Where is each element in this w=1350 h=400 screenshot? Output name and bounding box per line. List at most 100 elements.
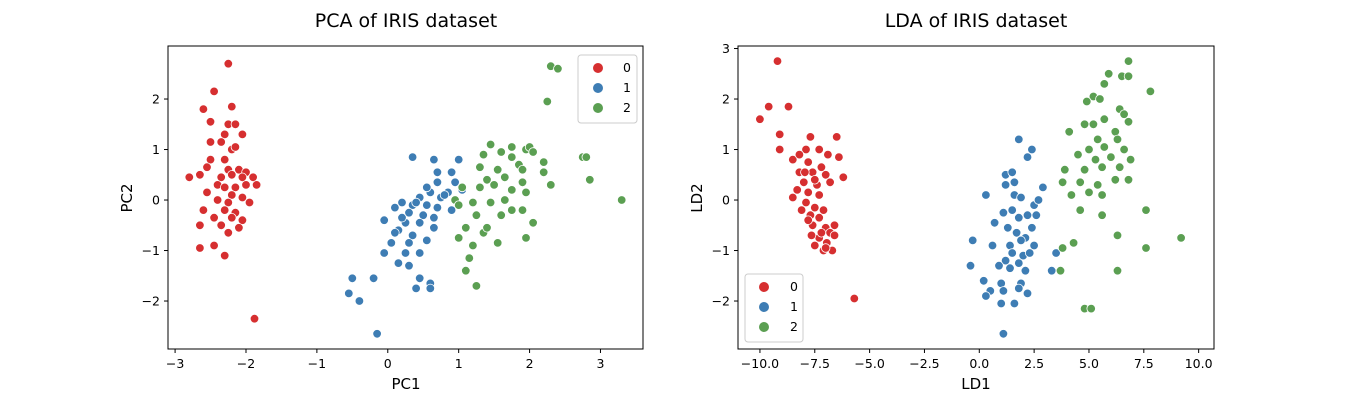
pca-plot-frame: [167, 45, 644, 350]
lda-point-class-1: [1016, 235, 1026, 246]
lda-point-class-2: [1090, 154, 1101, 165]
lda-point-class-2: [1084, 187, 1094, 198]
lda-point-class-1: [998, 329, 1009, 339]
lda-point-class-1: [1027, 223, 1037, 233]
lda-point-class-2: [1145, 86, 1156, 97]
lda-point-class-1: [1000, 255, 1011, 266]
lda-point-class-1: [1009, 298, 1020, 309]
lda-point-class-0: [772, 56, 783, 66]
pca-point-class-1: [354, 296, 365, 306]
pca-point-class-0: [223, 197, 234, 208]
lda-point-class-0: [816, 162, 827, 172]
lda-legend-marker-0: [759, 282, 769, 292]
pca-y-ticks: −2 −1 0 1 2: [142, 92, 168, 309]
pca-point-class-0: [219, 154, 230, 165]
pca-y-tick-label: 2: [152, 92, 160, 107]
pca-point-class-1: [393, 258, 404, 268]
pca-y-axis-label: PC2: [118, 183, 136, 212]
pca-point-class-0: [237, 129, 248, 140]
pca-x-tick-label: 2: [526, 356, 534, 371]
pca-point-class-0: [227, 212, 237, 223]
pca-point-class-1: [372, 329, 382, 339]
lda-point-class-0: [814, 190, 824, 200]
pca-x-axis-label: PC1: [391, 375, 420, 393]
lda-point-class-1: [968, 235, 978, 246]
pca-point-class-2: [493, 164, 503, 175]
pca-point-class-2: [461, 223, 471, 233]
pca-point-class-0: [241, 180, 251, 190]
pca-point-class-0: [237, 215, 248, 225]
pca-point-class-1: [400, 248, 411, 258]
pca-point-class-1: [368, 273, 379, 284]
lda-point-class-1: [1027, 144, 1037, 155]
pca-point-class-0: [209, 212, 219, 223]
pca-point-class-1: [390, 202, 400, 213]
lda-y-tick-label: −1: [712, 243, 730, 258]
lda-point-class-0: [810, 175, 820, 185]
lda-point-class-0: [838, 172, 849, 183]
lda-point-class-2: [1079, 119, 1090, 130]
lda-point-class-1: [981, 291, 991, 301]
pca-point-class-1: [446, 205, 457, 215]
pca-point-class-0: [195, 170, 205, 180]
pca-point-class-0: [219, 250, 230, 261]
pca-point-class-0: [223, 228, 234, 238]
lda-point-class-1: [965, 261, 976, 271]
pca-point-class-2: [507, 205, 517, 215]
pca-point-class-0: [219, 205, 230, 215]
pca-point-class-1: [379, 248, 389, 258]
lda-x-ticks: −10.0 −7.5 −5.0 −2.5 0.0 2.5 5.0 7.5 10.0: [741, 349, 1213, 371]
lda-point-class-1: [1009, 177, 1020, 188]
lda-point-class-2: [1099, 79, 1110, 89]
pca-point-class-2: [581, 152, 592, 162]
lda-point-class-1: [1031, 210, 1042, 220]
pca-point-class-1: [429, 212, 439, 223]
pca-point-class-0: [216, 137, 226, 147]
pca-point-class-0: [195, 243, 205, 253]
lda-point-class-2: [1097, 162, 1107, 172]
lda-point-class-1: [996, 298, 1006, 309]
pca-legend-label-0: 0: [623, 60, 631, 75]
pca-point-class-2: [528, 147, 538, 157]
pca-point-class-0: [249, 314, 260, 324]
lda-y-tick-label: 0: [722, 193, 730, 208]
pca-y-tick-label: 0: [152, 193, 160, 208]
lda-point-class-1: [1022, 288, 1033, 299]
pca-point-class-1: [425, 283, 436, 294]
pca-point-class-1: [432, 177, 443, 188]
pca-point-class-0: [209, 240, 219, 251]
pca-point-class-2: [539, 157, 549, 167]
pca-point-class-2: [517, 205, 528, 215]
pca-point-class-2: [454, 200, 464, 210]
lda-point-class-1: [1022, 152, 1033, 162]
pca-point-class-0: [209, 86, 219, 97]
pca-y-tick-label: −2: [142, 294, 160, 309]
pca-point-class-2: [500, 195, 510, 205]
pca-point-class-0: [230, 142, 241, 152]
lda-point-class-0: [805, 132, 816, 142]
lda-point-class-2: [1095, 94, 1105, 104]
pca-point-class-1: [379, 215, 389, 225]
pca-point-class-1: [397, 197, 407, 208]
pca-point-class-0: [202, 187, 212, 198]
pca-point-class-0: [219, 129, 230, 140]
pca-point-class-0: [195, 220, 205, 231]
pca-point-class-0: [216, 220, 226, 231]
lda-y-tick-label: −2: [712, 294, 730, 309]
lda-point-class-0: [801, 144, 811, 155]
lda-point-class-2: [1092, 180, 1103, 190]
lda-point-class-0: [803, 157, 813, 167]
lda-x-tick-label: 5.0: [1079, 356, 1099, 371]
lda-legend: 0 1 2: [744, 273, 804, 343]
lda-point-class-0: [794, 149, 805, 160]
pca-point-class-2: [553, 63, 563, 74]
lda-point-class-0: [818, 205, 829, 215]
pca-point-class-0: [251, 180, 262, 190]
lda-point-class-1: [979, 276, 989, 286]
lda-point-class-0: [788, 192, 798, 203]
lda-point-class-0: [764, 101, 774, 112]
lda-point-class-2: [1073, 149, 1083, 160]
lda-point-class-1: [1007, 167, 1017, 178]
lda-point-class-0: [834, 152, 844, 162]
lda-x-tick-label: −5.0: [854, 356, 884, 371]
